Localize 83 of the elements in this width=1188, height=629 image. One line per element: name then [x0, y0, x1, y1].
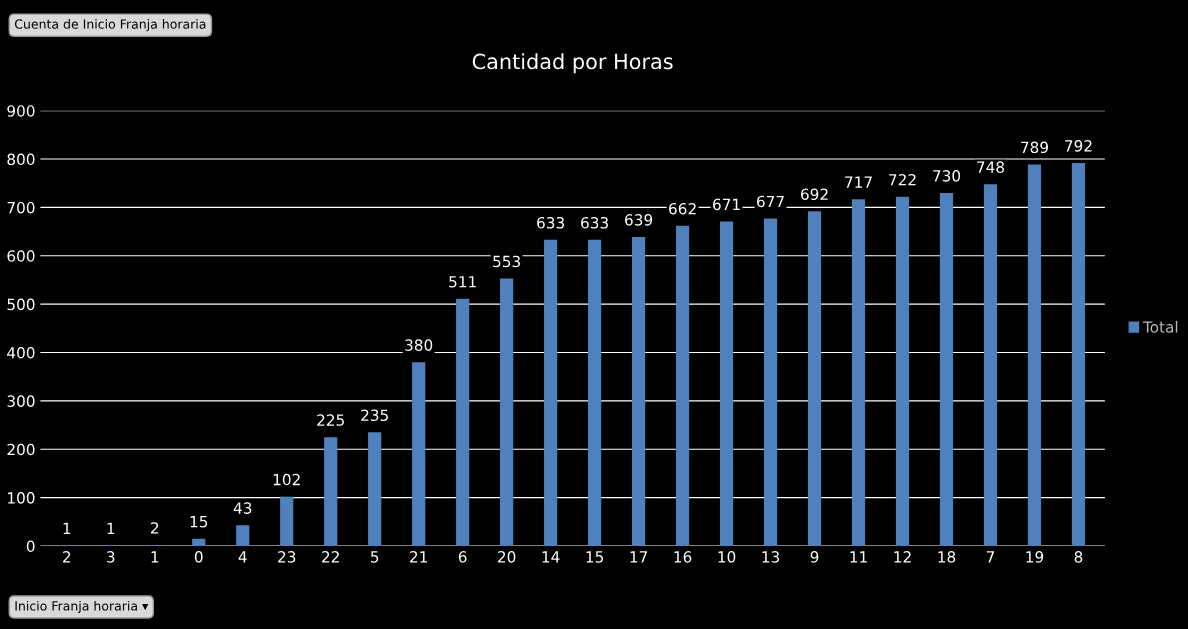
- data-label: 692: [801, 188, 828, 201]
- data-label: 15: [190, 516, 208, 528]
- x-tick-label: 21: [410, 551, 427, 563]
- x-tick-label: 16: [674, 551, 692, 563]
- data-label: 380: [405, 339, 433, 351]
- text: Inicio Franja horaria ▾: [15, 600, 149, 614]
- data-label: 235: [361, 409, 388, 422]
- y-tick-label: 700: [7, 201, 35, 214]
- data-label: 717: [845, 176, 872, 188]
- bar: [544, 239, 558, 546]
- y-tick-label: 0: [26, 540, 35, 552]
- data-label: 1: [63, 522, 71, 534]
- bar: [632, 236, 646, 546]
- x-tick-label: 4: [238, 551, 247, 563]
- bar: [1027, 164, 1042, 546]
- data-label: 730: [933, 170, 961, 182]
- y-tick-label: 600: [7, 250, 35, 262]
- x-tick-label: 2: [63, 551, 71, 563]
- data-label: 677: [757, 195, 784, 208]
- bar: [456, 298, 470, 546]
- data-label: 633: [581, 216, 608, 229]
- bar: [588, 239, 602, 546]
- bar: [324, 437, 338, 546]
- y-tick-label: 200: [7, 443, 35, 456]
- x-tick-label: 14: [542, 551, 560, 563]
- data-label: 102: [273, 473, 300, 486]
- y-tick-label: 800: [7, 153, 35, 166]
- x-tick-label: 12: [894, 551, 911, 563]
- x-tick-label: 5: [371, 551, 379, 563]
- legend-label: Total: [1142, 320, 1178, 333]
- y-tick-label: 100: [8, 492, 35, 504]
- data-label: 553: [493, 255, 520, 268]
- data-label: 639: [625, 214, 653, 226]
- bar: [851, 199, 866, 546]
- x-tick-label: 18: [938, 551, 956, 563]
- bar: [1071, 162, 1086, 546]
- data-label: 662: [669, 202, 696, 215]
- y-tick-label: 400: [7, 346, 35, 359]
- data-label: 633: [537, 216, 564, 229]
- bar: [236, 525, 250, 546]
- y-tick-label: 300: [7, 395, 35, 407]
- x-tick-label: 7: [986, 551, 995, 563]
- data-label: 43: [233, 502, 252, 514]
- bar: [412, 362, 426, 546]
- bar: [939, 192, 954, 546]
- bar: [719, 221, 734, 546]
- x-tick-label: 1: [151, 551, 159, 563]
- text: Cuenta de Inicio Franja horaria: [14, 19, 206, 32]
- x-tick-label: 17: [630, 551, 648, 563]
- x-tick-label: 19: [1026, 551, 1044, 563]
- data-label: 1: [107, 522, 115, 534]
- y-tick-label: 900: [7, 105, 35, 117]
- x-tick-label: 15: [586, 551, 603, 563]
- y-tick-label: 500: [7, 298, 35, 311]
- x-tick-label: 22: [322, 551, 339, 563]
- bar: [500, 278, 514, 546]
- bar: [807, 211, 822, 546]
- data-label: 2: [151, 522, 159, 534]
- x-tick-label: 6: [458, 551, 467, 563]
- x-tick-label: 13: [762, 551, 780, 563]
- x-tick-label: 8: [1074, 551, 1083, 563]
- data-label: 511: [449, 276, 476, 288]
- bar: [763, 218, 778, 546]
- bar: [895, 196, 910, 546]
- x-tick-label: 11: [850, 551, 867, 563]
- data-label: 225: [317, 414, 344, 426]
- chart-title: Cantidad por Horas: [472, 53, 673, 74]
- data-label: 748: [977, 161, 1005, 173]
- data-label: 671: [713, 198, 740, 211]
- bar: [280, 496, 294, 546]
- x-tick-label: 10: [718, 551, 736, 563]
- bar: [983, 184, 998, 546]
- x-tick-label: 9: [810, 551, 819, 563]
- bar: [675, 225, 690, 546]
- data-label: 789: [1021, 141, 1048, 154]
- x-tick-label: 20: [498, 551, 516, 563]
- x-tick-label: 0: [194, 551, 203, 563]
- data-label: 722: [889, 173, 916, 186]
- bar: [368, 432, 382, 546]
- data-label: 792: [1065, 140, 1092, 152]
- x-tick-label: 23: [278, 551, 296, 563]
- bar: [192, 538, 206, 546]
- x-tick-label: 3: [107, 551, 115, 563]
